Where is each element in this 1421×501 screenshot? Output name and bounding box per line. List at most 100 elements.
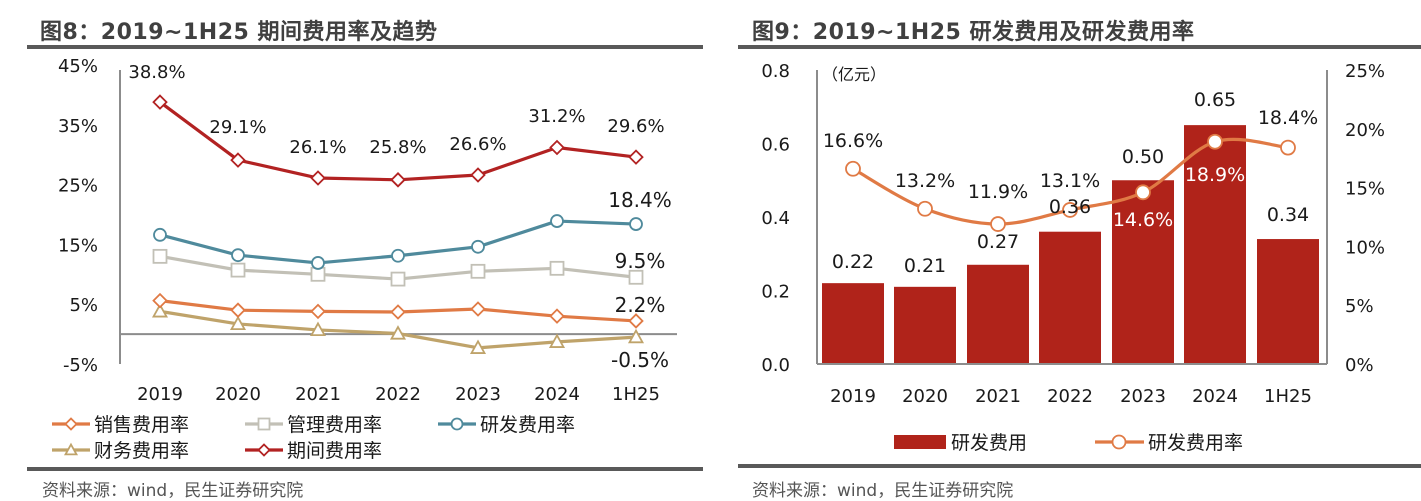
y-tick-label-left: 0.0	[761, 355, 790, 376]
x-tick-label: 2020	[215, 384, 261, 405]
legend-marker-rd_rate	[450, 417, 464, 431]
y-tick-label: 5%	[69, 295, 98, 316]
data-point-period	[390, 172, 406, 188]
data-point-rd-rate	[845, 160, 861, 177]
x-tick-label: 2019	[137, 384, 183, 405]
data-point-finance	[151, 303, 169, 318]
data-label-sales: 2.2%	[615, 293, 666, 317]
legend-label-period: 期间费用率	[287, 440, 382, 462]
data-label-rate: 18.9%	[1185, 164, 1245, 186]
data-label-period: 26.6%	[449, 134, 506, 155]
x-tick-label: 2022	[375, 384, 421, 405]
data-point-period	[152, 94, 168, 110]
data-label-bar: 0.34	[1267, 204, 1309, 226]
x-tick-label: 2021	[975, 386, 1021, 407]
data-point-period	[549, 139, 565, 156]
data-label-bar: 0.21	[904, 255, 946, 277]
legend-marker-finance	[63, 442, 79, 456]
data-point-rd_rate	[629, 217, 643, 231]
data-label-rate: 16.6%	[823, 130, 883, 152]
data-label-bar: 0.50	[1122, 146, 1164, 168]
y-tick-label-right: 0%	[1345, 355, 1374, 376]
data-label-bar: 0.36	[1049, 196, 1091, 218]
bar-rd-expense	[894, 286, 956, 364]
data-label-bar: 0.27	[977, 231, 1019, 253]
figure8-source: 资料来源：wind，民生证券研究院	[42, 481, 304, 501]
x-tick-label: 2023	[1120, 386, 1166, 407]
data-label-period: 29.6%	[607, 116, 664, 137]
y-tick-label-right: 20%	[1345, 120, 1385, 141]
data-point-sales	[628, 313, 644, 329]
y-tick-label-right: 5%	[1345, 296, 1374, 317]
legend-label-rd-rate: 研发费用率	[1148, 432, 1243, 454]
data-point-finance	[548, 333, 566, 348]
y-tick-label-left: 0.8	[761, 61, 790, 82]
legend-swatch-rd-expense	[894, 435, 946, 449]
bar-rd-expense	[967, 264, 1029, 364]
data-label-period: 29.1%	[209, 117, 266, 138]
expense-ratio-line-chart: 45% 35% 25% 15% 5% -5% 2019 2020 2021 2022 2023 202…	[52, 56, 677, 462]
x-tick-label: 2020	[902, 386, 948, 407]
y-tick-label-left: 0.2	[761, 282, 790, 303]
figure9-source-rule	[738, 464, 1421, 468]
legend-label-finance: 财务费用率	[94, 440, 189, 462]
y-tick-label-right: 10%	[1345, 237, 1385, 258]
y-tick-label: -5%	[63, 355, 98, 376]
figure8-source-rule	[27, 467, 703, 471]
data-label-period: 25.8%	[369, 137, 426, 158]
data-point-finance	[389, 325, 407, 340]
y-tick-label-right: 15%	[1345, 179, 1385, 200]
y-tick-label-left: 0.6	[761, 135, 790, 156]
data-label-rate: 14.6%	[1113, 209, 1173, 231]
data-point-period	[230, 152, 246, 168]
data-label-period: 31.2%	[528, 106, 585, 127]
x-tick-label: 2019	[830, 386, 876, 407]
data-point-rd_rate	[391, 248, 405, 263]
x-tick-label: 1H25	[612, 384, 660, 405]
data-label-admin: 9.5%	[615, 249, 666, 273]
data-point-admin	[628, 269, 644, 285]
data-point-rd_rate	[471, 239, 485, 254]
data-label-finance: -0.5%	[611, 348, 669, 372]
legend-marker-admin	[257, 417, 271, 431]
bar-rd-expense	[822, 283, 884, 364]
x-tick-label: 1H25	[1264, 386, 1312, 407]
legend-marker-sales	[64, 417, 78, 431]
x-tick-label: 2023	[455, 384, 501, 405]
figure9-source: 资料来源：wind，民生证券研究院	[752, 481, 1014, 501]
data-point-rd-rate	[1207, 133, 1223, 150]
data-point-period	[628, 149, 644, 165]
data-point-finance	[469, 339, 487, 354]
data-label-period: 26.1%	[289, 137, 346, 158]
figure8-title: 图8：2019~1H25 期间费用率及趋势	[40, 20, 438, 45]
x-tick-label: 2022	[1047, 386, 1093, 407]
data-label-period: 38.8%	[128, 62, 185, 83]
figure8-title-rule	[27, 45, 703, 49]
figure9-title-rule	[738, 45, 1421, 49]
data-label-rd_rate: 18.4%	[608, 188, 672, 212]
legend-label-sales: 销售费用率	[94, 414, 189, 436]
data-point-rd_rate	[231, 248, 245, 263]
data-point-admin	[152, 248, 168, 264]
unit-label: （亿元）	[822, 65, 886, 84]
data-point-sales	[390, 304, 406, 320]
x-tick-label: 2024	[1192, 386, 1238, 407]
figure9-title: 图9：2019~1H25 研发费用及研发费用率	[752, 20, 1195, 45]
data-point-sales	[549, 308, 565, 324]
x-tick-label: 2021	[295, 384, 341, 405]
data-point-admin	[390, 271, 406, 287]
y-tick-label: 35%	[58, 116, 98, 137]
data-label-rate: 13.1%	[1040, 170, 1100, 192]
data-point-sales	[310, 303, 326, 320]
legend-label-rd_rate: 研发费用率	[480, 414, 575, 436]
data-point-finance	[627, 328, 645, 344]
legend-label-admin: 管理费用率	[287, 414, 382, 436]
data-point-rd_rate	[311, 256, 325, 270]
y-tick-label: 15%	[58, 235, 98, 256]
legend-label-rd-expense: 研发费用	[951, 432, 1027, 454]
bar-rd-expense	[1257, 239, 1319, 364]
data-point-finance	[229, 315, 247, 331]
data-point-period	[310, 170, 326, 186]
data-point-rd-rate	[990, 216, 1006, 232]
